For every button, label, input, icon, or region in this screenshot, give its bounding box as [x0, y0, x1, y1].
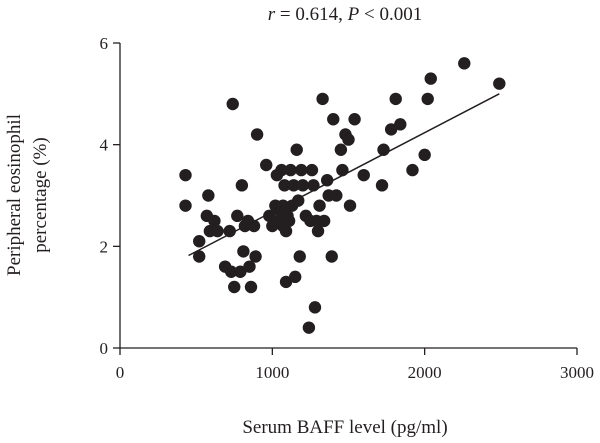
data-point: [287, 179, 300, 192]
data-point: [260, 158, 273, 172]
data-point: [234, 265, 247, 278]
data-point: [348, 113, 361, 126]
data-point: [418, 148, 431, 162]
y-axis-title-line1: Peripheral eosinophil: [4, 114, 25, 276]
data-point: [327, 113, 340, 126]
data-point: [243, 260, 256, 273]
data-point: [231, 209, 244, 223]
data-point: [293, 250, 306, 263]
data-points: [179, 57, 506, 334]
r-value: = 0.614,: [275, 4, 347, 25]
axis-ticks: 0 2 4 6 0 1000 2000 3000: [100, 34, 595, 382]
x-tick-label: 2000: [408, 363, 442, 382]
data-point: [317, 214, 331, 228]
data-point: [316, 92, 329, 106]
data-point: [250, 128, 264, 141]
data-point: [394, 118, 407, 131]
data-point: [288, 270, 302, 284]
data-point: [193, 235, 206, 248]
data-point: [249, 250, 262, 263]
plot-area: 0 2 4 6 0 1000 2000 3000: [100, 34, 595, 382]
data-point: [225, 265, 238, 278]
data-point: [202, 189, 215, 202]
data-point: [228, 280, 241, 294]
data-point: [237, 245, 250, 258]
data-point: [458, 57, 471, 70]
data-point: [179, 168, 192, 182]
data-point: [342, 133, 355, 146]
data-point: [244, 280, 258, 294]
x-axis-title: Serum BAFF level (pg/ml): [242, 417, 447, 438]
data-point: [325, 250, 338, 263]
y-tick-label: 4: [100, 136, 109, 155]
data-point: [384, 123, 398, 136]
data-point: [313, 199, 326, 212]
y-tick-label: 2: [100, 237, 109, 256]
data-point: [421, 92, 434, 106]
data-point: [334, 143, 348, 156]
data-point: [343, 199, 357, 212]
data-point: [311, 224, 325, 238]
data-point: [493, 77, 506, 90]
data-point: [389, 92, 402, 106]
correlation-annotation: r = 0.614, P < 0.001: [268, 4, 422, 25]
data-point: [336, 163, 349, 177]
data-point: [208, 214, 221, 228]
data-point: [424, 72, 437, 85]
data-point: [278, 179, 291, 192]
data-point: [275, 163, 288, 177]
y-axis-title-line2: percentage (%): [30, 137, 51, 253]
y-tick-label: 0: [100, 339, 109, 358]
y-tick-label: 6: [100, 34, 109, 53]
x-tick-label: 3000: [560, 363, 594, 382]
data-point: [226, 97, 239, 111]
x-tick-label: 0: [116, 363, 125, 382]
data-point: [179, 199, 192, 212]
p-value: < 0.001: [359, 4, 422, 25]
data-point: [290, 143, 303, 156]
r-symbol: r: [268, 4, 276, 25]
data-point: [279, 224, 293, 238]
data-point: [193, 250, 206, 263]
data-point: [305, 163, 319, 177]
data-point: [302, 321, 316, 334]
data-point: [235, 179, 249, 192]
data-point: [279, 275, 293, 289]
data-point: [263, 209, 276, 223]
regression-line: [188, 93, 500, 257]
p-symbol: P: [347, 4, 360, 25]
data-point: [308, 301, 322, 314]
data-point: [282, 214, 296, 228]
data-point: [296, 179, 309, 192]
data-point: [330, 189, 343, 202]
data-point: [211, 224, 224, 238]
data-point: [295, 163, 308, 177]
data-point: [320, 174, 334, 187]
data-point: [357, 168, 370, 182]
data-point: [223, 224, 236, 238]
data-point: [375, 179, 389, 192]
x-tick-label: 1000: [255, 363, 289, 382]
data-point: [406, 163, 419, 177]
data-point: [284, 163, 297, 177]
